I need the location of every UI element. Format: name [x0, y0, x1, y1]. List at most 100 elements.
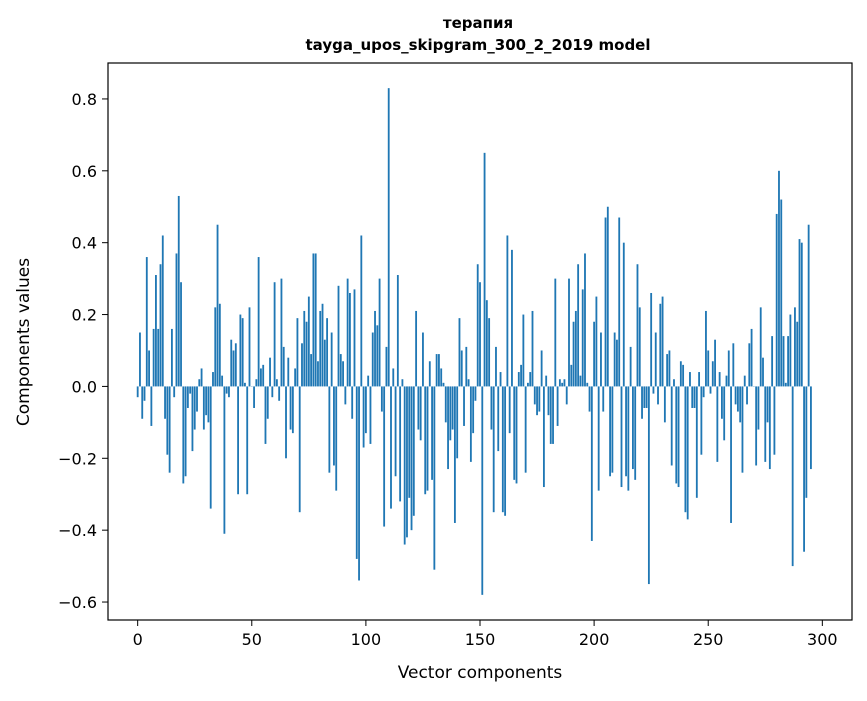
bar-219 — [637, 264, 639, 386]
bar-276 — [767, 386, 769, 422]
y-tick-label: 0.8 — [72, 90, 97, 109]
bar-230 — [662, 297, 664, 387]
bar-129 — [431, 386, 433, 479]
bar-116 — [401, 379, 403, 386]
y-ticks: −0.6−0.4−0.20.00.20.40.60.8 — [58, 90, 108, 612]
bar-196 — [584, 253, 586, 386]
bar-16 — [173, 386, 175, 397]
bar-69 — [294, 368, 296, 386]
bar-49 — [249, 307, 251, 386]
x-tick-label: 200 — [579, 630, 610, 649]
bar-194 — [580, 376, 582, 387]
bar-231 — [664, 386, 666, 422]
bar-188 — [566, 386, 568, 404]
bar-92 — [347, 279, 349, 387]
bar-187 — [564, 379, 566, 386]
bar-94 — [351, 386, 353, 418]
bar-141 — [459, 318, 461, 386]
bar-210 — [616, 340, 618, 387]
bar-17 — [176, 253, 178, 386]
bar-278 — [771, 336, 773, 386]
x-tick-label: 0 — [133, 630, 143, 649]
bar-96 — [356, 386, 358, 558]
bar-233 — [669, 350, 671, 386]
bar-71 — [299, 386, 301, 512]
bar-177 — [541, 350, 543, 386]
bar-48 — [246, 386, 248, 494]
bar-65 — [285, 386, 287, 458]
bar-242 — [689, 372, 691, 386]
bar-264 — [739, 386, 741, 422]
bar-79 — [317, 361, 319, 386]
bar-244 — [694, 386, 696, 408]
y-tick-label: −0.2 — [58, 449, 97, 468]
bar-3 — [144, 386, 146, 400]
bar-251 — [710, 386, 712, 393]
bar-272 — [758, 386, 760, 429]
bar-258 — [726, 376, 728, 387]
bar-14 — [169, 386, 171, 472]
bar-189 — [568, 279, 570, 387]
bar-226 — [653, 386, 655, 393]
bar-220 — [639, 307, 641, 386]
bar-247 — [700, 386, 702, 454]
bar-234 — [671, 386, 673, 465]
bar-265 — [742, 386, 744, 472]
bar-275 — [764, 386, 766, 461]
bar-107 — [381, 386, 383, 411]
bar-191 — [573, 322, 575, 387]
bar-288 — [794, 307, 796, 386]
chart-title: терапия — [443, 14, 513, 32]
bar-190 — [570, 365, 572, 387]
bar-34 — [214, 307, 216, 386]
bar-5 — [148, 350, 150, 386]
bar-180 — [548, 386, 550, 415]
bar-169 — [522, 315, 524, 387]
bar-163 — [509, 386, 511, 433]
bar-106 — [379, 279, 381, 387]
bar-35 — [217, 225, 219, 387]
bar-147 — [472, 386, 474, 433]
bar-182 — [552, 386, 554, 444]
bar-184 — [557, 386, 559, 426]
chart-subtitle: tayga_upos_skipgram_300_2_2019 model — [306, 36, 651, 54]
bar-97 — [358, 386, 360, 580]
bar-82 — [324, 340, 326, 387]
bar-93 — [349, 293, 351, 386]
bar-143 — [463, 386, 465, 426]
bar-108 — [383, 386, 385, 526]
bar-21 — [185, 386, 187, 476]
bar-80 — [319, 311, 321, 386]
bar-289 — [796, 322, 798, 387]
x-tick-label: 50 — [242, 630, 262, 649]
bar-164 — [511, 250, 513, 387]
bar-207 — [609, 386, 611, 476]
bars-group — [137, 88, 812, 595]
bar-115 — [399, 386, 401, 501]
bar-200 — [593, 322, 595, 387]
bar-153 — [486, 300, 488, 386]
bar-44 — [237, 386, 239, 494]
bar-52 — [255, 379, 257, 386]
bar-281 — [778, 171, 780, 387]
bar-232 — [666, 354, 668, 386]
bar-59 — [271, 386, 273, 397]
bar-284 — [785, 383, 787, 387]
bar-223 — [646, 386, 648, 408]
bar-173 — [532, 311, 534, 386]
bar-292 — [803, 386, 805, 551]
bar-168 — [520, 365, 522, 387]
bar-291 — [801, 243, 803, 387]
bar-64 — [283, 347, 285, 387]
bar-222 — [643, 386, 645, 408]
bar-2 — [141, 386, 143, 418]
bar-100 — [365, 386, 367, 433]
bar-110 — [388, 88, 390, 386]
bar-209 — [614, 333, 616, 387]
bar-287 — [792, 386, 794, 566]
bar-293 — [805, 386, 807, 497]
bar-295 — [810, 386, 812, 469]
bar-74 — [306, 322, 308, 387]
